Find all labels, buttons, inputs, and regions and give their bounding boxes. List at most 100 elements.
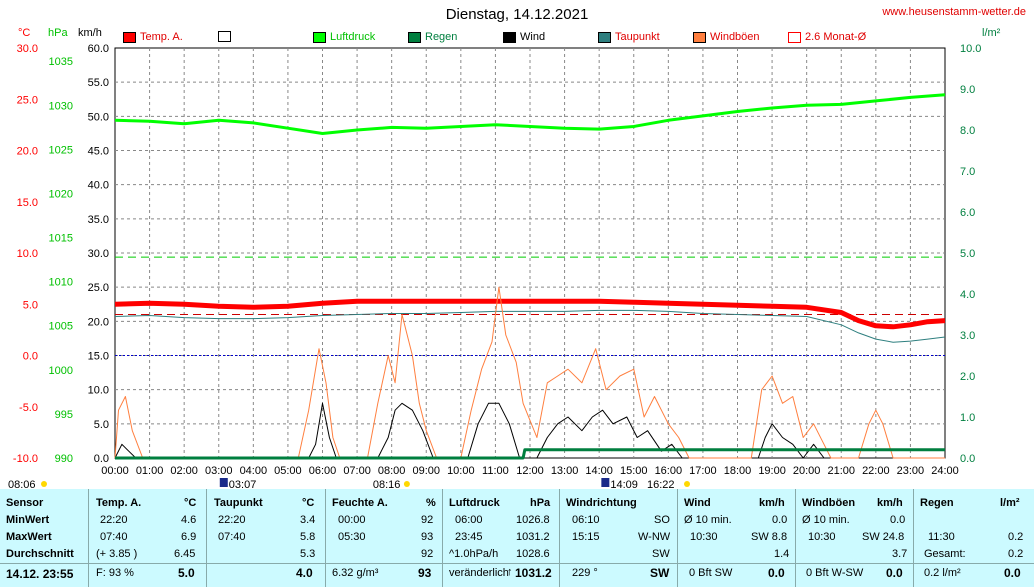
kmh-tick-label: 0.0	[94, 453, 109, 465]
moon-mid-time: 08:16	[373, 479, 401, 489]
legend-label: Taupunkt	[615, 31, 660, 43]
legend-swatch	[408, 31, 421, 43]
kmh-tick-label: 40.0	[88, 180, 109, 192]
press-up-arrow-icon: ↑	[507, 566, 513, 578]
temp-tick-label: -5.0	[19, 402, 38, 414]
wind-avg: 1.4	[774, 548, 790, 560]
gust-min-label: Ø 10 min.	[802, 514, 850, 526]
wind-current: 0.0	[768, 566, 785, 580]
kmh-tick-label: 35.0	[88, 214, 109, 226]
wdir-title: Windrichtung	[566, 497, 637, 509]
temp-title: Temp. A.	[96, 497, 142, 509]
dew-min: 3.4	[300, 514, 316, 526]
kmh-tick-label: 45.0	[88, 146, 109, 158]
gust-unit: km/h	[877, 497, 903, 509]
temp-tick-label: 25.0	[17, 94, 38, 106]
time-tick-label: 06:00	[309, 465, 337, 477]
wdir-max: W-NW	[638, 531, 671, 543]
legend-label: 2.6 Monat-Ø	[805, 31, 867, 43]
rain-tick-label: 3.0	[960, 330, 975, 342]
time-tick-label: 00:00	[101, 465, 129, 477]
legend-item: Windböen	[693, 31, 760, 43]
dew-avg: 5.3	[300, 548, 316, 560]
temp-tick-label: 15.0	[17, 197, 38, 209]
series-line	[114, 93, 946, 135]
hum-abs-note: 6.32 g/m³	[332, 567, 379, 579]
temp-current: 5.0	[178, 566, 195, 580]
wind-title: Wind	[684, 497, 711, 509]
row-avg-label: Durchschnitt	[6, 548, 74, 560]
sunset-time: 16:22	[647, 479, 675, 489]
rain-max: 0.2	[1008, 531, 1024, 543]
row-min-label: MinWert	[6, 514, 50, 526]
time-tick-label: 16:00	[655, 465, 683, 477]
legend-item: Temp. A.	[123, 31, 183, 43]
time-tick-label: 14:00	[585, 465, 613, 477]
rain-tick-label: 1.0	[960, 412, 975, 424]
sunrise-time: 08:06	[8, 479, 36, 489]
press-max: 1031.2	[516, 531, 550, 543]
dew-current: 4.0	[296, 566, 313, 580]
rain-tick-label: 4.0	[960, 289, 975, 301]
kmh-tick-label: 20.0	[88, 316, 109, 328]
gust-min: 0.0	[890, 514, 906, 526]
kmh-unit-label: km/h	[78, 27, 102, 39]
series-line	[114, 309, 946, 343]
hpa-tick-label: 1025	[49, 144, 73, 156]
stats-panel: Sensor MinWert MaxWert Durchschnitt 14.1…	[0, 489, 1034, 587]
kmh-tick-label: 15.0	[88, 351, 109, 363]
current-values-row	[0, 563, 1034, 588]
legend-label: Wind	[520, 31, 546, 43]
rain-tick-label: 9.0	[960, 84, 975, 96]
temp-avg: 6.45	[174, 548, 196, 560]
time-tick-label: 07:00	[343, 465, 371, 477]
rain-unit: l/m²	[1000, 497, 1020, 509]
press-max-time: 23:45	[455, 531, 483, 543]
rain-tick-label: 6.0	[960, 207, 975, 219]
moon-icon	[601, 478, 610, 487]
gust-max-time: 10:30	[808, 531, 836, 543]
kmh-tick-label: 55.0	[88, 77, 109, 89]
hpa-tick-label: 1030	[49, 100, 73, 112]
moon-icon	[219, 478, 228, 487]
hum-max-time: 05:30	[338, 531, 366, 543]
temp-min: 4.6	[181, 514, 197, 526]
hum-avg: 92	[421, 548, 434, 560]
website-link[interactable]: www.heusenstamm-wetter.de	[882, 6, 1026, 18]
press-change-label: veränderlich	[449, 567, 509, 579]
kmh-tick-label: 60.0	[88, 43, 109, 55]
temp-tick-label: 5.0	[23, 299, 38, 311]
rain-current: 0.0	[1004, 566, 1021, 580]
kmh-tick-label: 50.0	[88, 111, 109, 123]
rain-tick-label: 5.0	[960, 248, 975, 260]
sensor-title: Sensor	[6, 497, 44, 509]
dew-max-time: 07:40	[218, 531, 246, 543]
series-line	[114, 286, 945, 459]
time-tick-label: 02:00	[170, 465, 198, 477]
rain-unit-label: l/m²	[982, 27, 1001, 39]
rain-title: Regen	[920, 497, 954, 509]
rain-tick-label: 8.0	[960, 125, 975, 137]
legend-label: Regen	[425, 31, 458, 43]
sun-icon	[684, 481, 691, 487]
time-tick-label: 23:00	[897, 465, 925, 477]
time-tick-label: 12:00	[516, 465, 544, 477]
dew-title: Taupunkt	[214, 497, 263, 509]
hum-max: 93	[421, 531, 434, 543]
dew-max: 5.8	[300, 531, 316, 543]
moonrise-time: 03:07	[229, 479, 257, 489]
time-tick-label: 22:00	[862, 465, 890, 477]
rain-tick-label: 2.0	[960, 371, 975, 383]
wind-bft: 0 Bft SW	[689, 567, 733, 579]
row-max-label: MaxWert	[6, 531, 52, 543]
legend-label: Temp. A.	[140, 31, 183, 43]
time-tick-label: 10:00	[447, 465, 475, 477]
temp-tick-label: 30.0	[17, 43, 38, 55]
gust-avg: 3.7	[892, 548, 908, 560]
legend-swatch	[123, 31, 136, 43]
kmh-tick-label: 25.0	[88, 282, 109, 294]
legend-item: 2.6 Monat-Ø	[788, 31, 866, 43]
rain-tick-label: 10.0	[960, 43, 981, 55]
hum-title: Feuchte A.	[332, 497, 388, 509]
time-tick-label: 20:00	[793, 465, 821, 477]
